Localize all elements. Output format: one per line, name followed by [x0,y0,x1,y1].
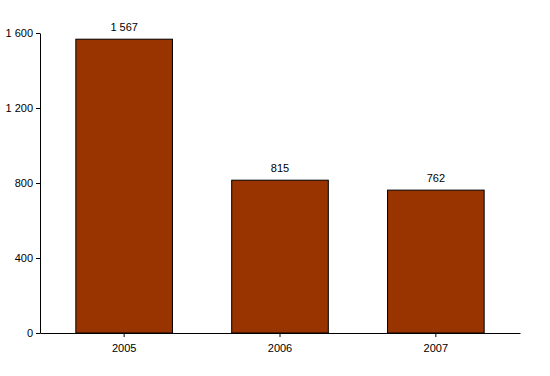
y-tick-mark [36,333,40,334]
y-tick-label: 0 [27,327,33,339]
y-tick-mark [36,183,40,184]
x-tick-label: 2006 [268,342,292,354]
x-axis: 2005 2006 2007 [41,333,521,354]
bar [388,190,485,333]
y-tick-mark [36,33,40,34]
y-tick: 1 200 [5,102,40,114]
x-tick-mark [124,333,125,337]
y-tick: 1 600 [5,27,40,39]
bar [76,39,173,333]
y-tick-label: 1 600 [5,27,33,39]
chart: 0 400 800 1 200 1 600 2005 2006 2007 1 567 815 762 [0,0,550,376]
bar [232,180,329,333]
y-tick: 800 [15,177,40,189]
data-label: 1 567 [110,21,138,33]
y-axis: 0 400 800 1 200 1 600 [5,27,40,339]
y-tick-mark [36,108,40,109]
y-tick: 400 [15,252,40,264]
x-tick-label: 2007 [424,342,448,354]
y-tick-label: 400 [15,252,33,264]
x-tick-mark [280,333,281,337]
x-tick: 2007 [424,333,448,354]
data-label: 815 [271,162,289,174]
x-tick-label: 2005 [112,342,136,354]
x-tick: 2006 [268,333,292,354]
x-tick: 2005 [112,333,136,354]
y-tick-label: 800 [15,177,33,189]
y-tick-mark [36,258,40,259]
data-label: 762 [427,172,445,184]
plot-area [76,39,484,333]
x-tick-mark [435,333,436,337]
y-tick-label: 1 200 [5,102,33,114]
y-tick: 0 [27,327,40,339]
y-axis-line [40,34,41,334]
data-labels: 1 567 815 762 [110,21,445,184]
